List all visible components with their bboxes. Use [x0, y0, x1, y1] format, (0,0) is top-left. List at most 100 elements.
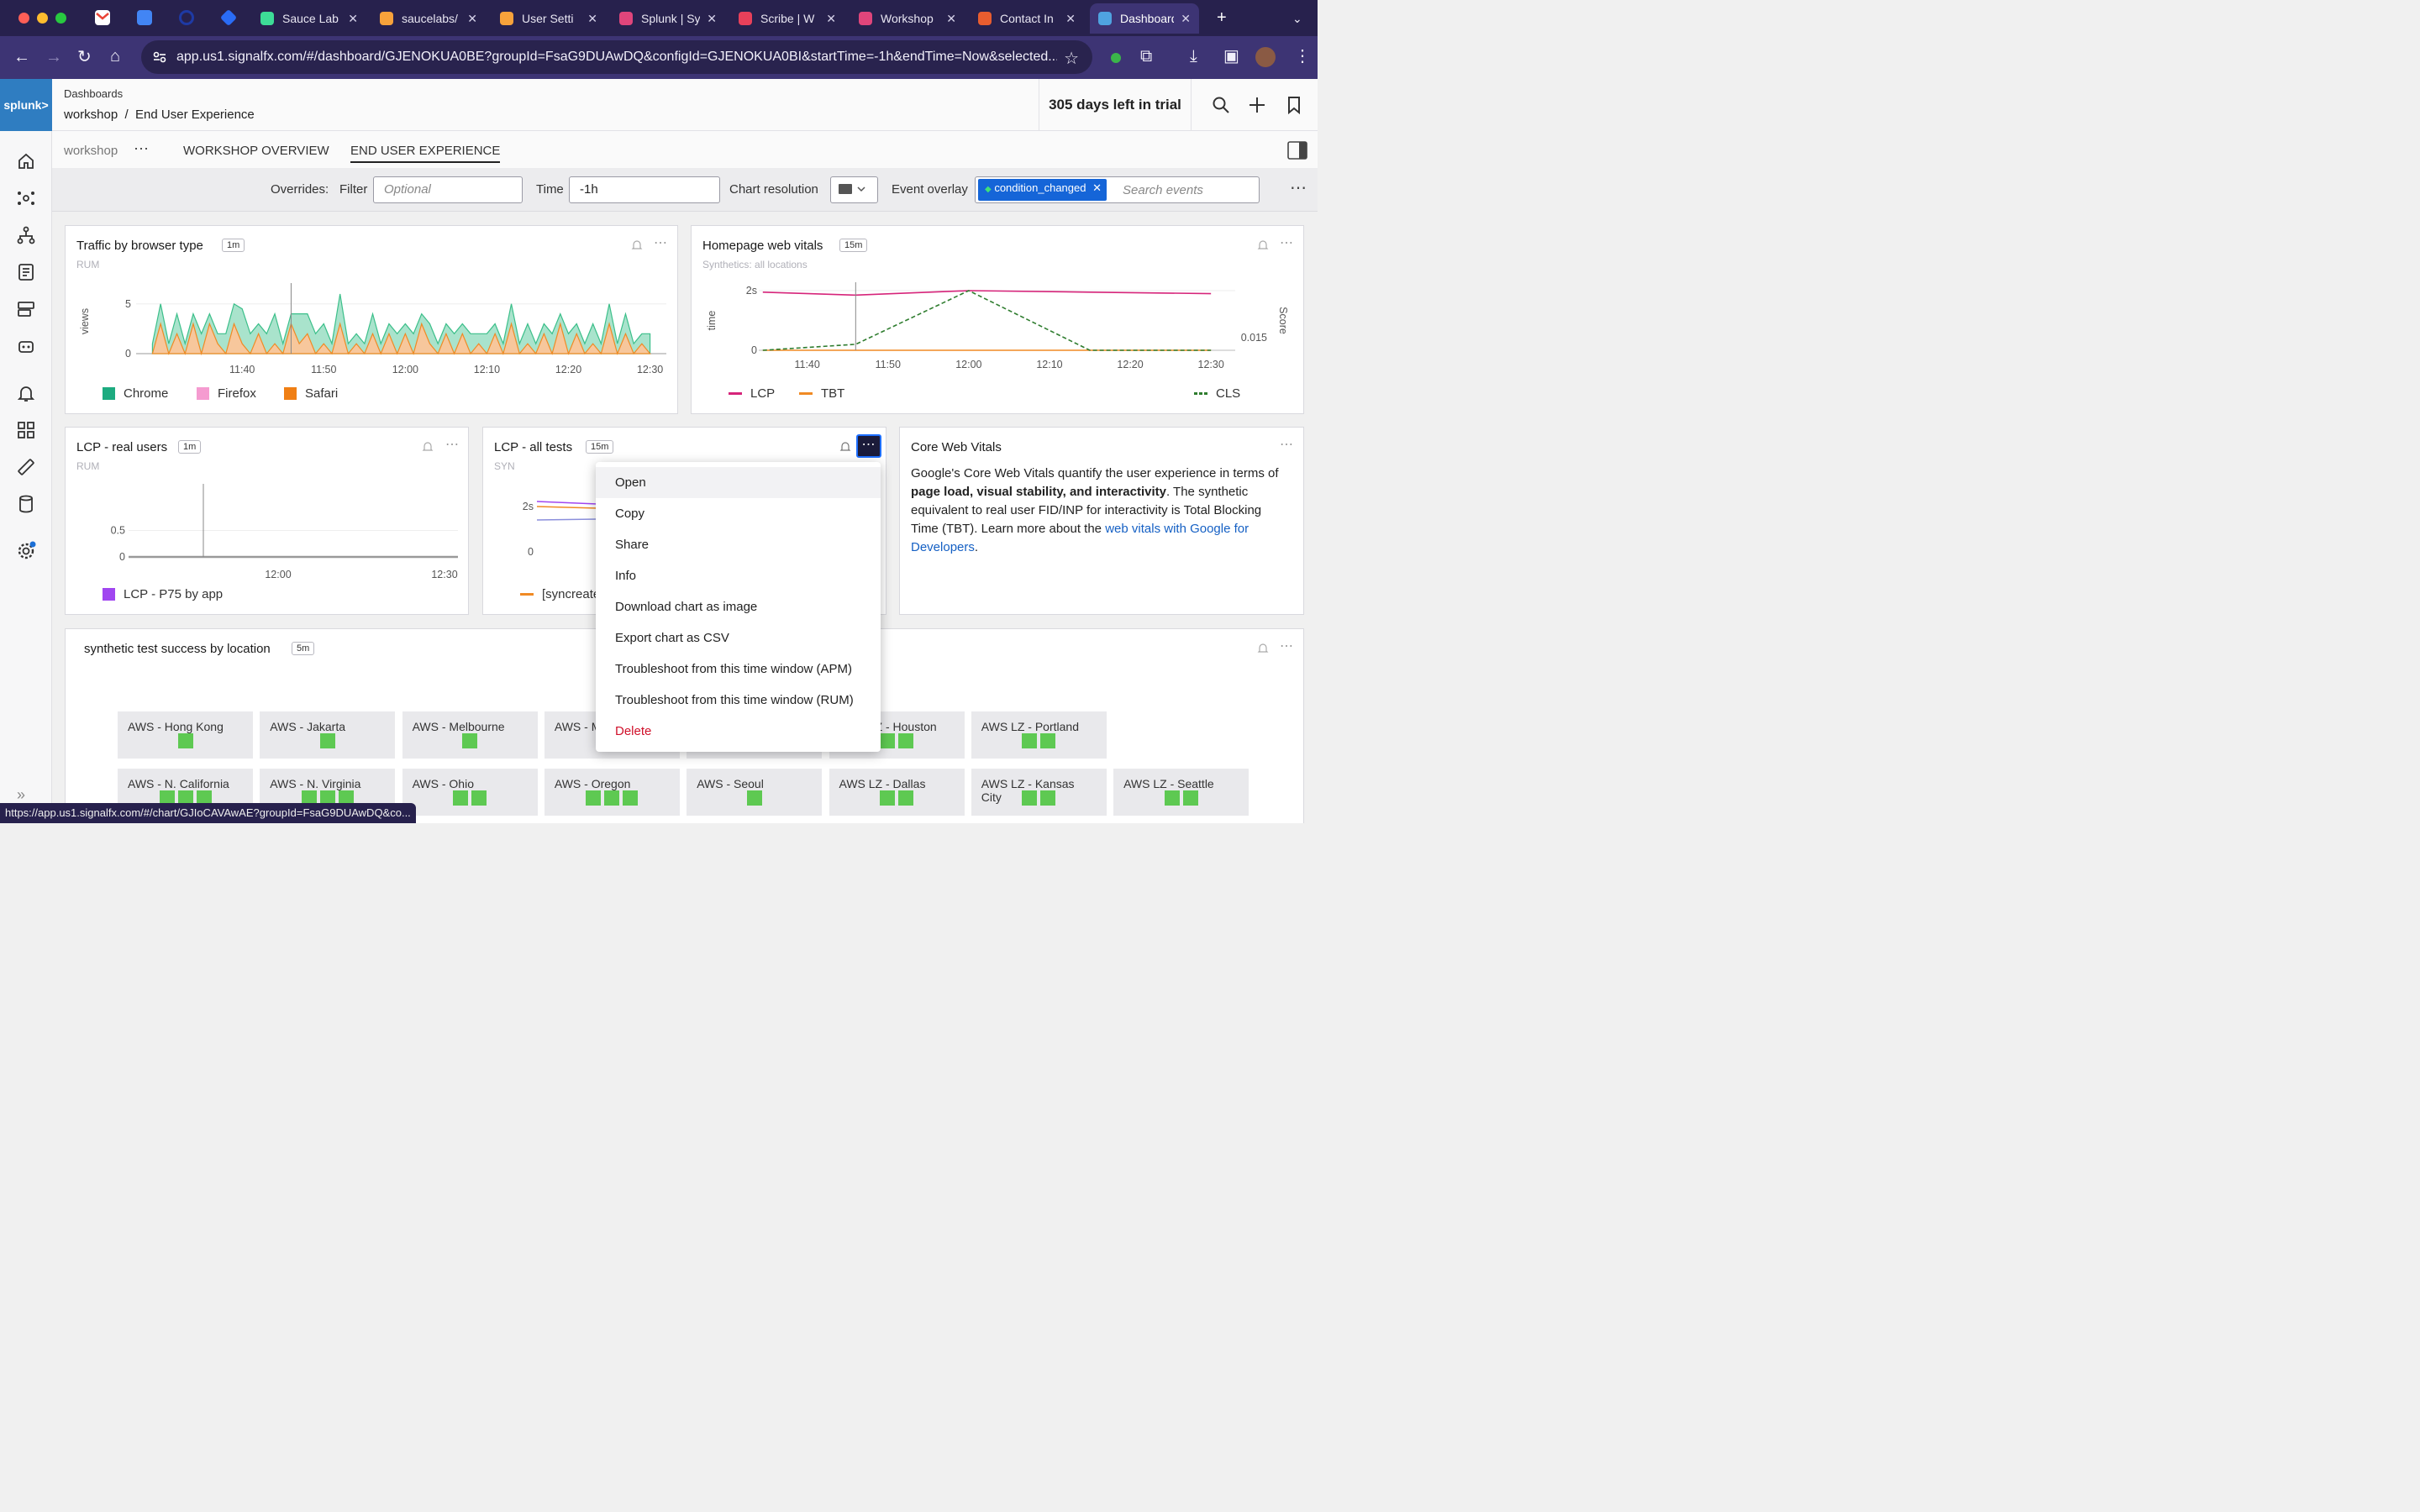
legend-chrome[interactable]: Chrome [103, 386, 168, 401]
alerts-bell-icon[interactable] [16, 383, 36, 403]
calendar-icon[interactable] [137, 10, 152, 25]
tab-workshop-overview[interactable]: WORKSHOP OVERVIEW [183, 144, 329, 158]
close-tab-icon[interactable]: ✕ [1065, 11, 1076, 25]
alert-bell-icon[interactable] [422, 441, 434, 453]
browser-tab[interactable]: Contact In ✕ [970, 3, 1084, 34]
side-panel-icon[interactable]: ▣ [1223, 47, 1239, 66]
menu-item-troubleshoot-from-this-time-window-rum[interactable]: Troubleshoot from this time window (RUM) [615, 693, 854, 707]
menu-item-share[interactable]: Share [615, 538, 650, 552]
menu-item-download-chart-as-image[interactable]: Download chart as image [615, 600, 758, 614]
panel-more-icon[interactable]: ⋯ [1280, 438, 1294, 452]
jira-icon[interactable] [219, 8, 238, 27]
panel-more-icon[interactable]: ⋯ [1280, 236, 1294, 250]
legend-tbt[interactable]: TBT [799, 386, 844, 401]
panel-title[interactable]: Traffic by browser type [76, 239, 203, 253]
panel-more-icon[interactable]: ⋯ [1280, 639, 1294, 654]
splunk-logo[interactable]: splunk> [0, 79, 52, 131]
panel-more-icon[interactable]: ⋯ [654, 236, 668, 250]
browser-tab[interactable]: Dashboard ✕ [1090, 3, 1199, 34]
traffic-chart[interactable]: 0 5 views 11:40 11:50 12:00 12:10 12:20 12:30 [66, 276, 679, 386]
dashboard-group-name[interactable]: workshop [64, 144, 118, 158]
location-tile[interactable]: AWS LZ - Seattle [1113, 769, 1249, 816]
location-tile[interactable]: AWS - Hong Kong [118, 711, 253, 759]
location-tile[interactable]: AWS LZ - Portland [971, 711, 1107, 759]
panel-title[interactable]: Core Web Vitals [911, 440, 1002, 454]
reload-icon[interactable]: ↻ [77, 48, 92, 66]
lcp-all-tests-chart[interactable]: 2s 0 [483, 478, 601, 587]
address-bar[interactable]: app.us1.signalfx.com/#/dashboard/GJENOKU… [141, 40, 1092, 74]
panel-title[interactable]: LCP - real users [76, 440, 168, 454]
alert-bell-icon[interactable] [839, 441, 851, 453]
gmail-icon[interactable] [95, 10, 110, 25]
series-cls[interactable] [762, 290, 1212, 351]
web-vitals-link[interactable]: web vitals with Google for Developers [911, 522, 1249, 554]
metrics-ruler-icon[interactable] [16, 457, 36, 477]
sidebar-toggle-icon[interactable] [1287, 141, 1307, 160]
browser-menu-icon[interactable]: ⋮ [1294, 47, 1311, 66]
extension-icon[interactable] [1111, 53, 1121, 63]
menu-item-troubleshoot-from-this-time-window-apm[interactable]: Troubleshoot from this time window (APM) [615, 662, 853, 676]
menu-item-copy[interactable]: Copy [615, 507, 645, 521]
panel-more-icon[interactable]: ⋯ [445, 438, 460, 452]
dashboards-grid-icon[interactable] [16, 420, 36, 440]
minimize-window-button[interactable] [37, 13, 48, 24]
expand-nav-icon[interactable]: » [17, 786, 26, 803]
location-tile[interactable]: AWS - Melbourne [402, 711, 538, 759]
hierarchy-icon[interactable] [16, 225, 36, 245]
remove-tag-icon[interactable]: ✕ [1092, 181, 1102, 194]
add-icon[interactable] [1248, 96, 1266, 114]
close-tab-icon[interactable]: ✕ [1181, 11, 1191, 25]
location-tile[interactable]: AWS LZ - Kansas City [971, 769, 1107, 816]
chart-resolution-select[interactable] [830, 176, 878, 203]
tab-end-user-experience[interactable]: END USER EXPERIENCE [350, 144, 501, 163]
bookmark-star-icon[interactable]: ☆ [1064, 50, 1079, 68]
tab-search-chevron-icon[interactable]: ⌄ [1292, 12, 1302, 25]
synthetics-robot-icon[interactable] [16, 336, 36, 356]
home-icon[interactable] [16, 151, 36, 171]
legend-firefox[interactable]: Firefox [197, 386, 256, 401]
location-tile[interactable]: AWS - Ohio [402, 769, 538, 816]
browser-tab[interactable]: Workshop ✕ [850, 3, 965, 34]
event-overlay-input[interactable]: ◆ condition_changed ✕ Search events [975, 176, 1260, 203]
close-window-button[interactable] [18, 13, 29, 24]
lcp-real-users-chart[interactable]: 0 0.5 12:00 12:30 [66, 478, 470, 587]
panel-title[interactable]: synthetic test success by location [84, 642, 271, 656]
close-tab-icon[interactable]: ✕ [946, 11, 956, 25]
browser-tab[interactable]: Sauce Lab ✕ [252, 3, 366, 34]
group-actions-icon[interactable]: ⋯ [134, 140, 149, 157]
extensions-puzzle-icon[interactable]: ⧉ [1140, 47, 1153, 66]
menu-item-export-chart-as-csv[interactable]: Export chart as CSV [615, 631, 729, 645]
panel-title[interactable]: LCP - all tests [494, 440, 573, 454]
location-tile[interactable]: AWS - Oregon [544, 769, 680, 816]
menu-item-open[interactable]: Open [596, 467, 881, 498]
location-tile[interactable]: AWS - Jakarta [260, 711, 396, 759]
legend-syncreate[interactable]: [syncreate [520, 587, 600, 601]
menu-item-delete[interactable]: Delete [615, 724, 652, 738]
location-tile[interactable]: AWS LZ - Dallas [829, 769, 965, 816]
forward-icon[interactable]: → [45, 48, 62, 66]
site-settings-icon[interactable] [151, 49, 168, 66]
new-tab-button[interactable]: + [1217, 8, 1227, 27]
profile-avatar[interactable] [1255, 47, 1276, 67]
infrastructure-icon[interactable] [16, 299, 36, 319]
close-tab-icon[interactable]: ✕ [348, 11, 358, 25]
close-tab-icon[interactable]: ✕ [587, 11, 597, 25]
browser-tab[interactable]: User Setti ✕ [492, 3, 606, 34]
search-icon[interactable] [1212, 96, 1230, 114]
download-icon[interactable]: ⤓ [1190, 47, 1197, 66]
legend-lcp-p75[interactable]: LCP - P75 by app [103, 587, 223, 601]
dashboard-actions-icon[interactable]: ⋯ [1290, 179, 1307, 197]
series-lcp[interactable] [762, 290, 1212, 297]
bookmark-icon[interactable] [1285, 96, 1303, 114]
legend-cls[interactable]: CLS [1194, 386, 1240, 401]
menu-item-info[interactable]: Info [615, 569, 637, 583]
alert-bell-icon[interactable] [631, 239, 643, 251]
alert-bell-icon[interactable] [1257, 239, 1269, 251]
breadcrumb-dashboards[interactable]: Dashboards [64, 87, 124, 100]
settings-gear-icon[interactable] [16, 541, 36, 561]
pinned-app-icon[interactable] [179, 10, 194, 25]
web-vitals-chart[interactable]: 2s 0 0.015 time Score 11:40 11:50 12:00 12:10 12:… [692, 276, 1305, 386]
browser-tab[interactable]: Splunk | Sy ✕ [611, 3, 725, 34]
logs-icon[interactable] [16, 262, 36, 282]
browser-tab[interactable]: saucelabs/ ✕ [371, 3, 486, 34]
